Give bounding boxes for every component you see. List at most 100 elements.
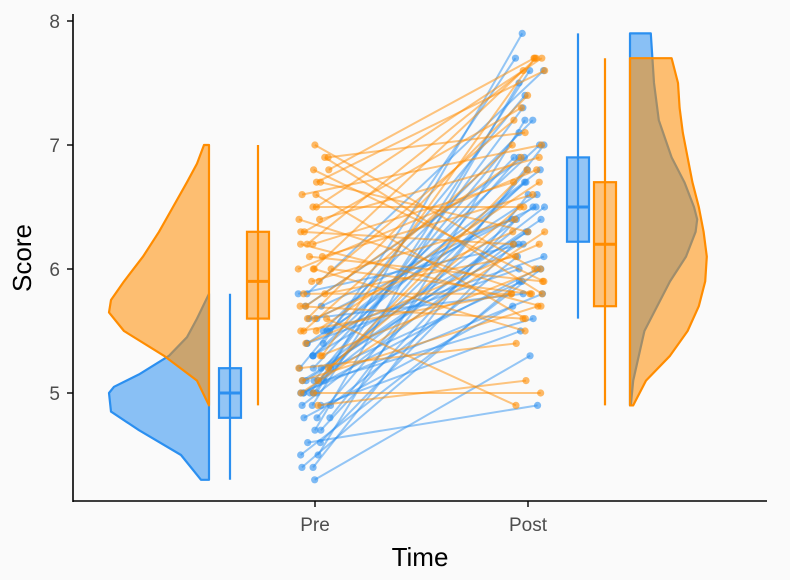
y-tick-label: 6 [49,260,60,281]
y-axis-title: Score [7,224,37,292]
data-point-post [529,116,537,124]
data-point-pre [313,414,321,422]
pair-line [307,404,538,444]
data-point-post [536,265,545,273]
data-point-post [511,215,519,223]
data-point-post [537,302,545,310]
data-point-pre [316,352,325,360]
data-point-post [512,339,520,347]
data-point-post [529,315,537,323]
y-axis-ticks: 5 6 7 8 [49,12,73,405]
pair-line [312,181,514,246]
pair-line [303,106,522,233]
pair-line [324,156,543,295]
data-point-pre [294,290,302,298]
data-point-post [512,253,520,261]
data-point-pre [319,327,328,335]
data-point-pre [298,377,306,385]
data-point-post [537,389,545,397]
data-point-pre [324,364,333,372]
y-tick-label: 5 [49,384,60,405]
data-point-post [507,290,515,298]
pair-line [300,230,514,246]
data-point-pre [319,339,327,347]
data-point-pre [298,401,306,409]
data-point-pre [317,426,325,434]
data-point-pre [300,414,308,422]
plot-area [107,29,708,484]
data-point-pre [314,401,322,409]
pair-line [327,206,521,369]
data-point-post [538,54,546,62]
data-point-pre [314,451,322,459]
data-point-post [537,215,545,223]
data-point-post [522,178,530,186]
data-point-pre [311,141,319,149]
data-point-post [540,277,548,285]
pair-line [314,230,514,320]
data-point-post [524,91,532,99]
data-point-pre [316,439,324,447]
data-point-pre [297,240,305,248]
data-point-pre [309,265,317,273]
axes [72,14,767,502]
data-point-post [517,153,525,161]
pair-line [319,156,540,221]
data-point-post [526,352,534,360]
data-point-post [526,290,534,298]
pair-line [313,268,526,332]
data-point-post [512,401,520,409]
x-tick-label: Pre [300,515,330,536]
data-point-pre [312,178,321,186]
pair-line [313,168,545,283]
data-point-post [509,178,518,186]
density-cloud-post [628,57,708,407]
x-tick-label: Post [509,515,548,536]
data-point-pre [297,451,305,459]
data-point-post [521,327,529,335]
data-point-post [538,290,546,298]
data-point-post [511,54,520,62]
data-point-post [520,203,528,211]
pair-line [328,57,535,171]
data-point-post [524,228,532,236]
data-point-post [535,178,543,186]
data-point-pre [298,463,306,471]
pair-line [314,354,531,481]
pair-line [330,268,530,295]
data-point-pre [297,389,305,397]
data-point-pre [299,290,308,298]
box-iqr-post [565,156,591,243]
data-point-post [532,203,540,211]
data-point-pre [321,290,329,298]
pair-line [318,119,515,283]
pair-line [328,169,541,332]
data-point-post [521,315,529,323]
data-point-post [529,191,537,199]
data-point-post [531,265,539,273]
data-point-pre [315,277,323,285]
data-point-pre [321,153,329,161]
data-point-pre [295,215,303,223]
density-cloud-pre [107,143,211,407]
y-tick-label: 7 [49,136,60,157]
pair-line [312,144,541,357]
y-tick-label: 8 [49,12,60,33]
data-point-pre [302,302,310,310]
pair-line [298,218,532,295]
data-point-pre [300,228,308,236]
pair-line [305,156,522,308]
pair-line [300,305,524,320]
data-point-post [533,166,541,174]
data-point-pre [296,302,304,310]
data-point-pre [318,253,326,261]
data-point-post [523,166,531,174]
data-point-pre [298,191,306,199]
data-point-post [509,302,517,310]
data-point-post [533,401,542,409]
data-point-pre [312,203,320,211]
data-point-post [518,29,526,37]
data-point-pre [311,315,319,323]
pair-line [326,317,517,407]
